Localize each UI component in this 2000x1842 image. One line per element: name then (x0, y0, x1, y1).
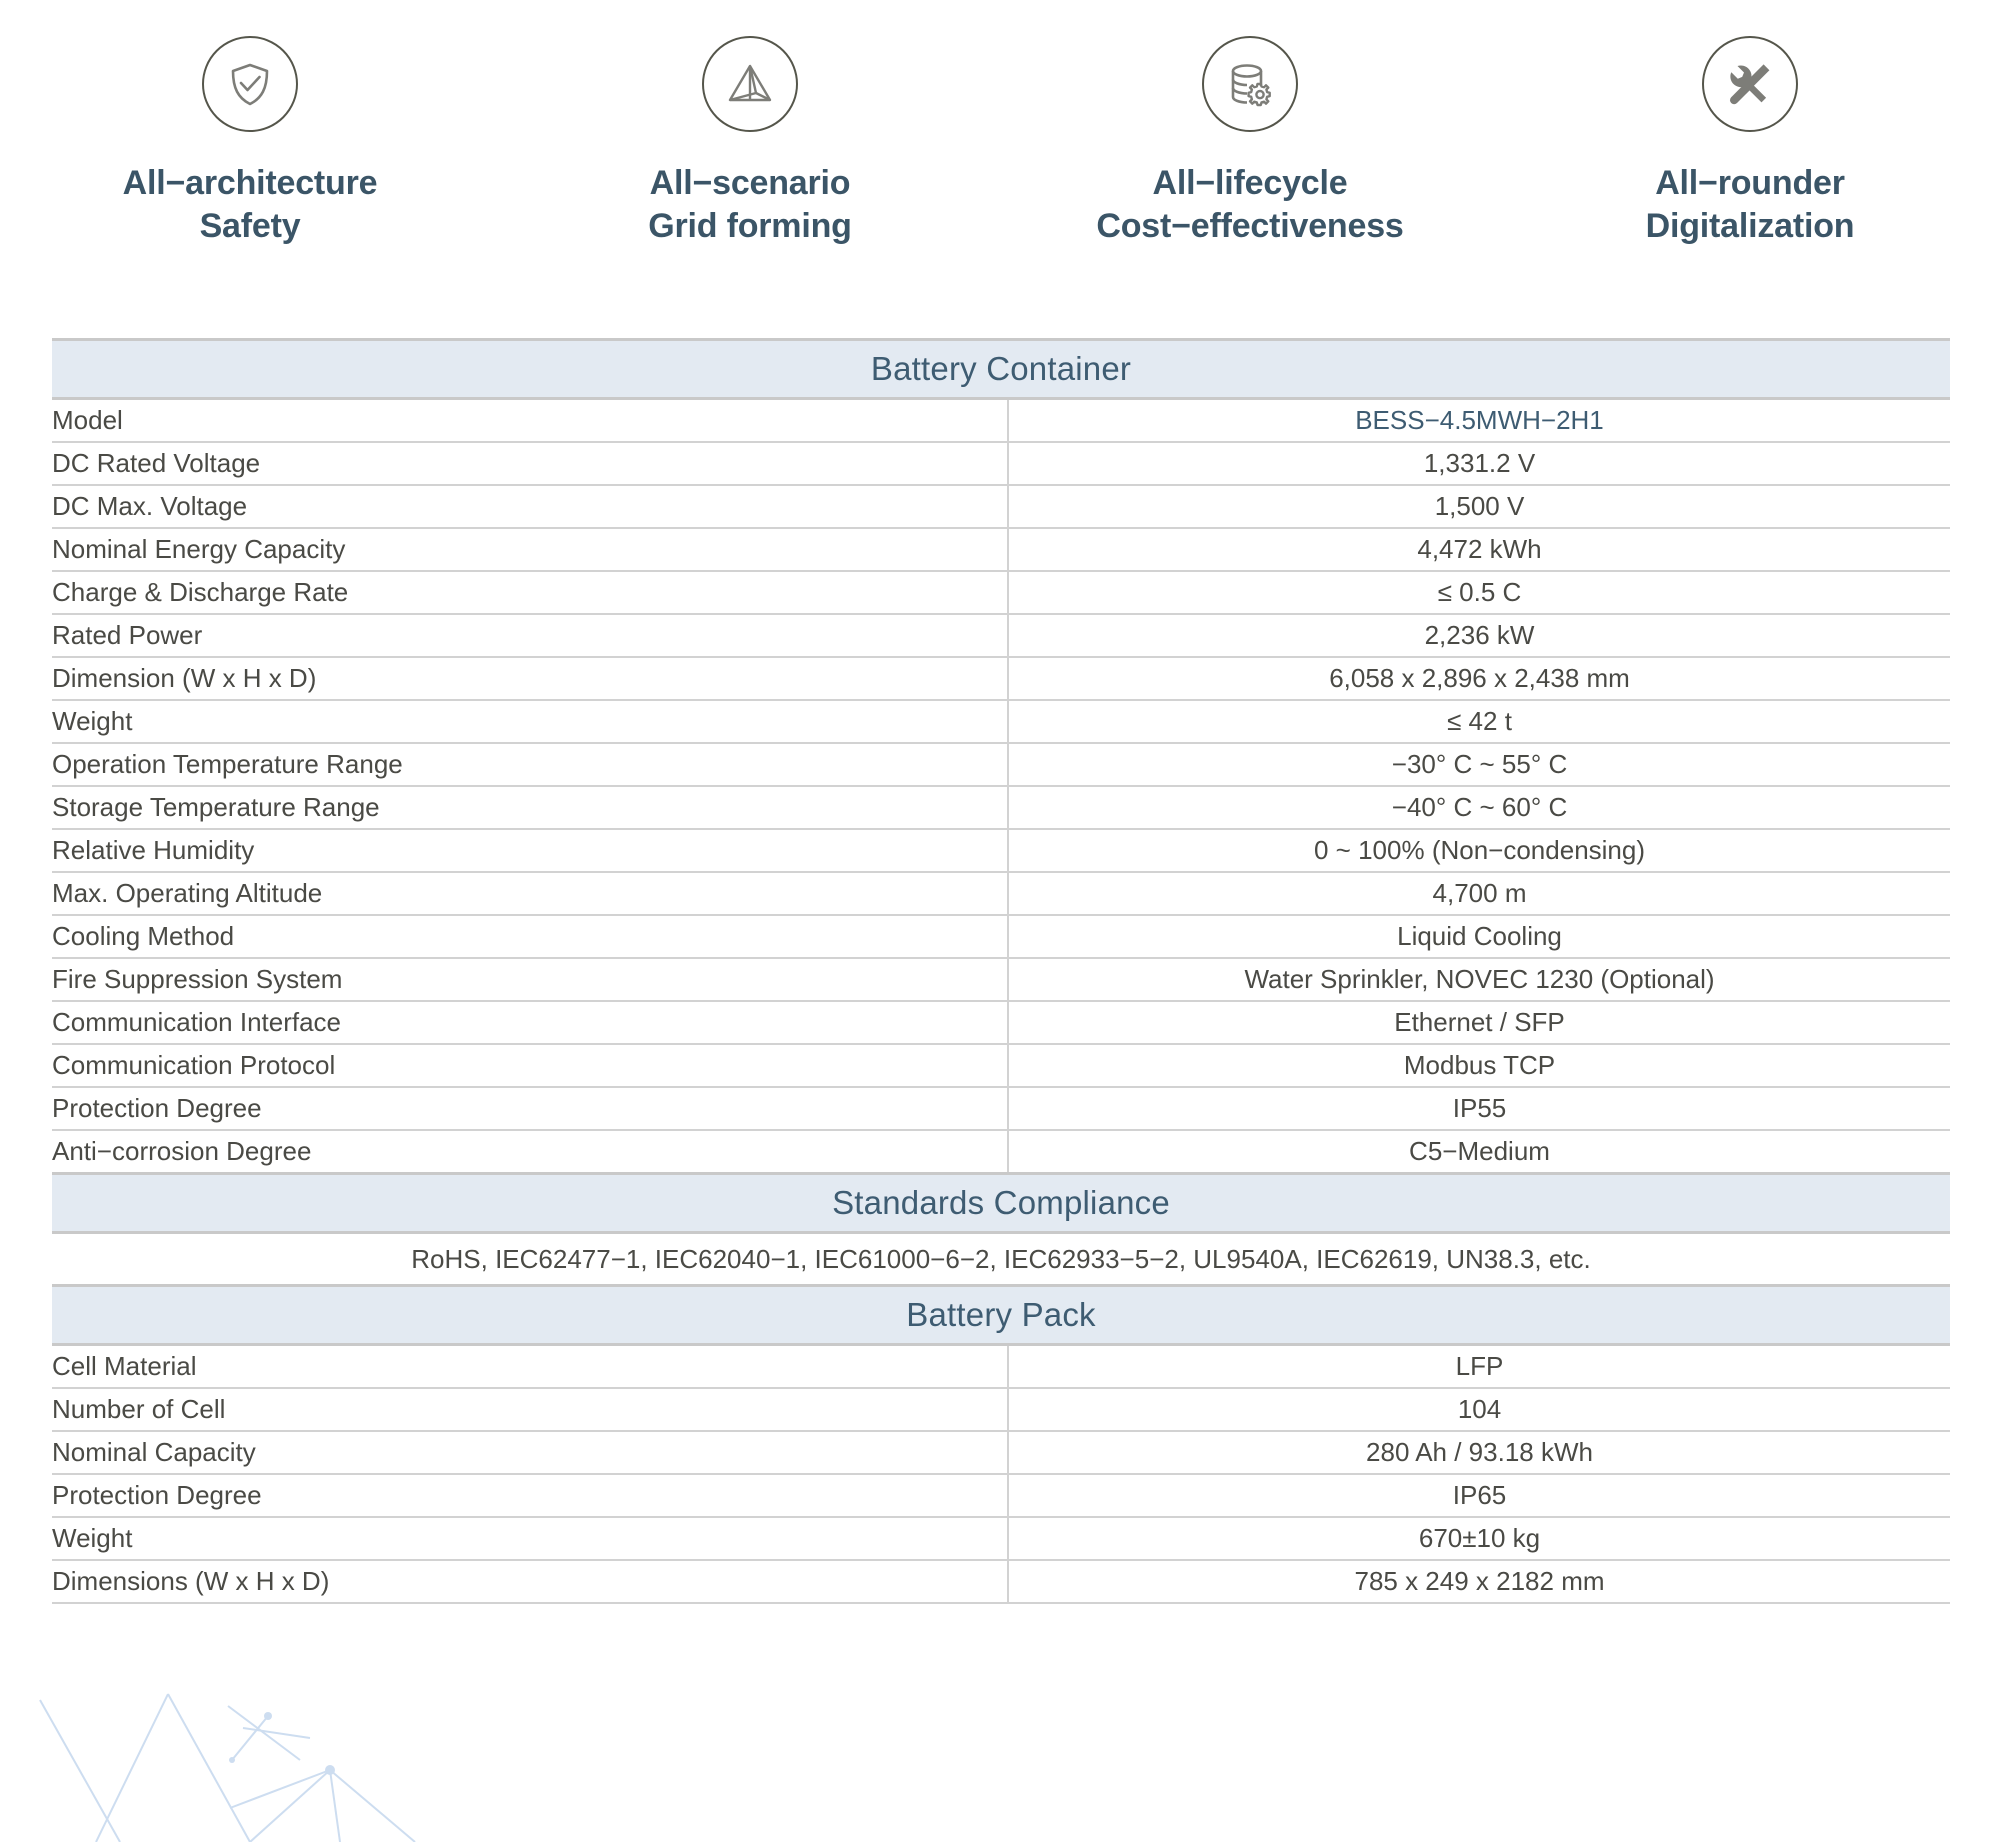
feature-item-all-scenario-grid-forming: All−scenario Grid forming (500, 0, 1000, 300)
feature-title: All−scenario Grid forming (648, 164, 852, 245)
pyramid-icon (702, 36, 798, 132)
spec-label: Cell Material (52, 1344, 1009, 1389)
table-row: Weight ≤ 42 t (52, 700, 1951, 744)
table-row: RoHS, IEC62477−1, IEC62040−1, IEC61000−6… (52, 1232, 1951, 1287)
table-row: DC Rated Voltage 1,331.2 V (52, 442, 1951, 486)
feature-title: All−architecture Safety (122, 164, 378, 245)
spec-value: 0 ~ 100% (Non−condensing) (1008, 829, 1951, 873)
table-row: Dimensions (W x H x D) 785 x 249 x 2182 m… (52, 1560, 1951, 1604)
section-header-row: Battery Pack (52, 1284, 1951, 1346)
spec-value: ≤ 42 t (1008, 700, 1951, 744)
spec-label: Relative Humidity (52, 829, 1009, 873)
spec-label: Nominal Energy Capacity (52, 528, 1009, 572)
table-row: Operation Temperature Range −30° C ~ 55° … (52, 743, 1951, 787)
spec-value: −40° C ~ 60° C (1008, 786, 1951, 830)
spec-value: IP55 (1008, 1087, 1951, 1131)
feature-item-all-architecture-safety: All−architecture Safety (0, 0, 500, 300)
table-row: Cell Material LFP (52, 1344, 1951, 1389)
table-row: Dimension (W x H x D) 6,058 x 2,896 x 2,4… (52, 657, 1951, 701)
spec-value: 670±10 kg (1008, 1517, 1951, 1561)
table-row: Protection Degree IP55 (52, 1087, 1951, 1131)
section-title: Standards Compliance (52, 1172, 1951, 1234)
table-row: Communication Interface Ethernet / SFP (52, 1001, 1951, 1045)
spec-value: LFP (1008, 1344, 1951, 1389)
spec-value: 104 (1008, 1388, 1951, 1432)
spec-label: DC Max. Voltage (52, 485, 1009, 529)
spec-label: Max. Operating Altitude (52, 872, 1009, 916)
table-row: Weight 670±10 kg (52, 1517, 1951, 1561)
spec-value: 4,472 kWh (1008, 528, 1951, 572)
spec-value: 785 x 249 x 2182 mm (1008, 1560, 1951, 1604)
section-header-row: Battery Container (52, 338, 1951, 400)
table-row: Number of Cell 104 (52, 1388, 1951, 1432)
spec-value: C5−Medium (1008, 1130, 1951, 1175)
table-row: Cooling Method Liquid Cooling (52, 915, 1951, 959)
spec-value: IP65 (1008, 1474, 1951, 1518)
spec-label: Model (52, 398, 1009, 443)
specifications-table: Battery Container Model BESS−4.5MWH−2H1 DC … (52, 338, 1951, 1604)
spec-value: 1,331.2 V (1008, 442, 1951, 486)
spec-value: Modbus TCP (1008, 1044, 1951, 1088)
spec-label: Anti−corrosion Degree (52, 1130, 1009, 1175)
shield-check-icon (202, 36, 298, 132)
database-gear-icon (1202, 36, 1298, 132)
section-title: Battery Container (52, 338, 1951, 400)
spec-label: Dimension (W x H x D) (52, 657, 1009, 701)
section-header-row: Standards Compliance (52, 1172, 1951, 1234)
feature-item-all-lifecycle-cost-effectiveness: All−lifecycle Cost−effectiveness (1000, 0, 1500, 300)
spec-label: Weight (52, 1517, 1009, 1561)
spec-value: 280 Ah / 93.18 kWh (1008, 1431, 1951, 1475)
table-row: Storage Temperature Range −40° C ~ 60° C (52, 786, 1951, 830)
spec-value: 4,700 m (1008, 872, 1951, 916)
table-row: Max. Operating Altitude 4,700 m (52, 872, 1951, 916)
table-row: Relative Humidity 0 ~ 100% (Non−condensin… (52, 829, 1951, 873)
feature-item-all-rounder-digitalization: All−rounder Digitalization (1500, 0, 2000, 300)
table-row: Charge & Discharge Rate ≤ 0.5 C (52, 571, 1951, 615)
spec-value: ≤ 0.5 C (1008, 571, 1951, 615)
table-row: Nominal Capacity 280 Ah / 93.18 kWh (52, 1431, 1951, 1475)
spec-label: Nominal Capacity (52, 1431, 1009, 1475)
spec-label: Number of Cell (52, 1388, 1009, 1432)
table-row: Protection Degree IP65 (52, 1474, 1951, 1518)
spec-label: DC Rated Voltage (52, 442, 1009, 486)
table-row: Fire Suppression System Water Sprinkler, … (52, 958, 1951, 1002)
spec-value: 1,500 V (1008, 485, 1951, 529)
spec-value: 2,236 kW (1008, 614, 1951, 658)
table-row: Rated Power 2,236 kW (52, 614, 1951, 658)
spec-label: Communication Interface (52, 1001, 1009, 1045)
table-row: Model BESS−4.5MWH−2H1 (52, 398, 1951, 443)
feature-highlights-strip: All−architecture Safety All−scenario Gri… (0, 0, 2000, 300)
spec-label: Charge & Discharge Rate (52, 571, 1009, 615)
spec-value: Liquid Cooling (1008, 915, 1951, 959)
spec-value: BESS−4.5MWH−2H1 (1008, 398, 1951, 443)
section-title: Battery Pack (52, 1284, 1951, 1346)
spec-label: Weight (52, 700, 1009, 744)
spec-value: −30° C ~ 55° C (1008, 743, 1951, 787)
spec-label: Dimensions (W x H x D) (52, 1560, 1009, 1604)
spec-label: Fire Suppression System (52, 958, 1009, 1002)
spec-label: Communication Protocol (52, 1044, 1009, 1088)
wrench-screwdriver-icon (1702, 36, 1798, 132)
spec-label: Protection Degree (52, 1474, 1009, 1518)
spec-label: Operation Temperature Range (52, 743, 1009, 787)
table-row: Nominal Energy Capacity 4,472 kWh (52, 528, 1951, 572)
spec-label: Protection Degree (52, 1087, 1009, 1131)
table-row: Communication Protocol Modbus TCP (52, 1044, 1951, 1088)
compliance-text: RoHS, IEC62477−1, IEC62040−1, IEC61000−6… (52, 1232, 1951, 1287)
table-row: Anti−corrosion Degree C5−Medium (52, 1130, 1951, 1175)
spec-value: 6,058 x 2,896 x 2,438 mm (1008, 657, 1951, 701)
table-row: DC Max. Voltage 1,500 V (52, 485, 1951, 529)
feature-title: All−rounder Digitalization (1645, 164, 1855, 245)
feature-title: All−lifecycle Cost−effectiveness (1096, 164, 1404, 245)
spec-label: Storage Temperature Range (52, 786, 1009, 830)
spec-value: Water Sprinkler, NOVEC 1230 (Optional) (1008, 958, 1951, 1002)
spec-label: Rated Power (52, 614, 1009, 658)
spec-label: Cooling Method (52, 915, 1009, 959)
spec-value: Ethernet / SFP (1008, 1001, 1951, 1045)
